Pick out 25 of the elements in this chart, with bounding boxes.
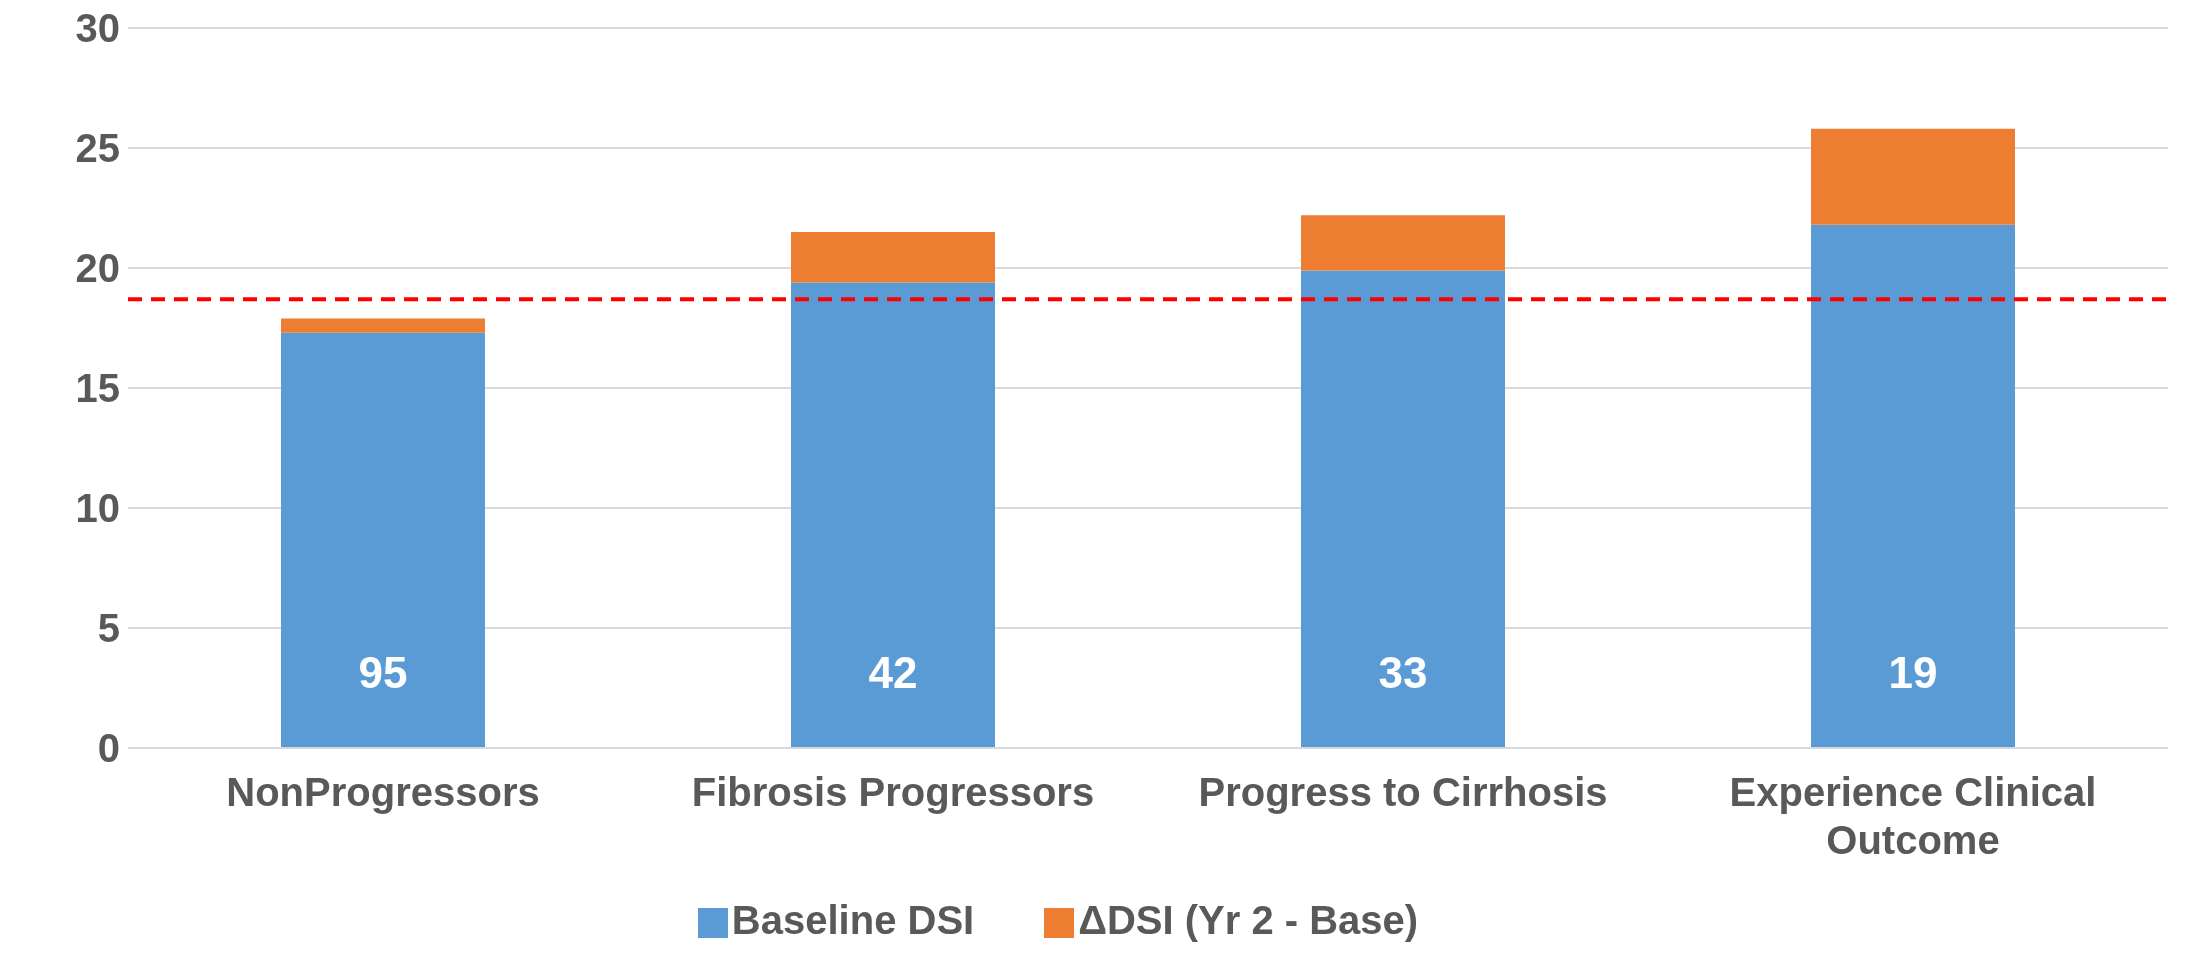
bar: [791, 232, 995, 283]
y-tick-label: 25: [75, 126, 120, 171]
y-tick-label: 15: [75, 366, 120, 411]
x-tick-label: Fibrosis Progressors: [691, 770, 1095, 814]
annotation: 33: [1378, 648, 1428, 697]
bar: [281, 332, 485, 748]
bar: [1301, 270, 1505, 748]
bar: [1301, 215, 1505, 271]
legend-label: ΔDSI (Yr 2 - Base): [1078, 898, 1419, 942]
annotation: 19: [1888, 648, 1938, 697]
y-tick-label: 30: [75, 6, 120, 51]
x-tick-label: Experience Clinical Outcome: [1729, 770, 2097, 862]
y-tick-label: 20: [75, 246, 120, 291]
x-tick-label: Progress to Cirrhosis: [1198, 770, 1608, 814]
y-tick-label: 10: [75, 486, 120, 531]
legend-label: Baseline DSI: [731, 898, 975, 942]
annotation: 95: [358, 648, 408, 697]
bar: [1811, 128, 2015, 225]
bar: [1811, 224, 2015, 748]
annotation: 42: [868, 648, 918, 697]
y-tick-label: 5: [97, 606, 120, 651]
x-tick-label: NonProgressors: [226, 770, 540, 814]
bar: [281, 318, 485, 333]
y-tick-label: 0: [97, 726, 120, 771]
bar: [791, 282, 995, 748]
